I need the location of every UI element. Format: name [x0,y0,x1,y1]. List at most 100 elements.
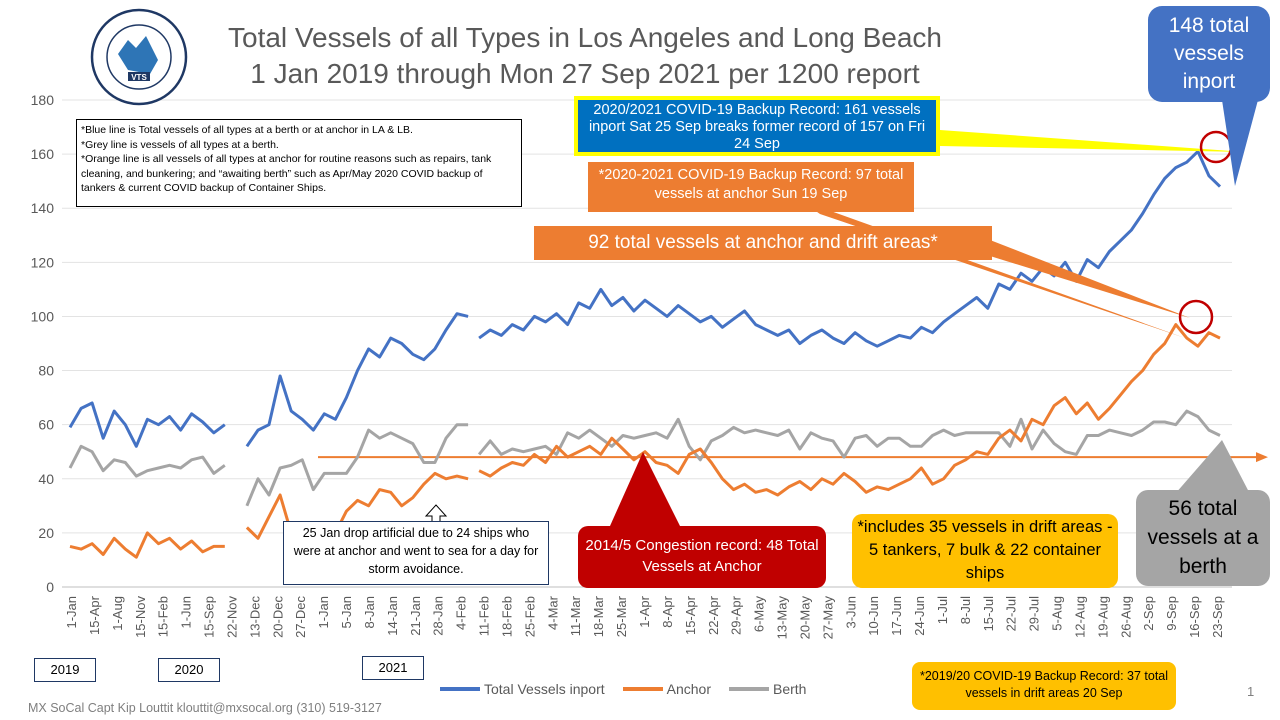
x-tick-label: 8-Jul [958,596,973,624]
inport-total-pointer [1222,100,1258,186]
drift-92-pointer [990,240,1190,318]
y-tick-label: 160 [31,146,55,162]
year-label-2019: 2019 [34,658,96,682]
x-tick-label: 21-Jan [408,596,423,636]
x-tick-label: 24-Jun [912,596,927,636]
year-label-2021: 2021 [362,656,424,680]
x-tick-label: 25-Feb [522,596,537,637]
x-tick-label: 17-Jun [889,596,904,636]
x-tick-label: 1-Jan [316,596,331,629]
drift-includes-text: *includes 35 vessels in drift areas - 5 … [857,518,1113,582]
y-tick-label: 80 [38,363,54,379]
x-tick-label: 1-Apr [637,595,652,627]
x-tick-label: 27-Dec [293,596,308,638]
x-tick-label: 28-Jan [431,596,446,636]
note-grey-line: *Grey line is vessels of all types at a … [81,138,279,151]
legend-label-total: Total Vessels inport [484,681,605,697]
x-tick-label: 3-Jun [843,596,858,629]
chart-series [68,149,1222,559]
drift-includes-callout: *includes 35 vessels in drift areas - 5 … [852,514,1118,588]
x-tick-label: 11-Feb [477,596,492,636]
jan-drop-text: 25 Jan drop artificial due to 24 ships w… [293,526,539,576]
y-tick-label: 60 [38,417,54,433]
record-161-callout: 2020/2021 COVID-19 Backup Record: 161 ve… [574,96,940,156]
x-tick-label: 4-Mar [545,595,560,630]
x-tick-label: 15-Apr [87,595,102,635]
congestion-text: 2014/5 Congestion record: 48 Total Vesse… [585,537,819,575]
x-tick-label: 15-Jul [981,596,996,632]
legend-swatch-total [440,687,480,691]
x-tick-label: 15-Sep [202,596,217,638]
x-tick-label: 25-Mar [614,595,629,637]
x-tick-label: 22-Nov [224,596,239,638]
record-161-text: 2020/2021 COVID-19 Backup Record: 161 ve… [588,102,926,152]
x-tick-label: 5-Jan [339,596,354,629]
berth-56-callout: 56 total vessels at a berth [1136,490,1270,586]
x-tick-label: 16-Sep [1187,596,1202,638]
x-tick-label: 2-Sep [1141,596,1156,631]
x-tick-label: 19-Aug [1095,596,1110,638]
x-tick-label: 6-May [752,596,767,633]
congestion-record-arrowhead [1256,452,1268,463]
x-tick-label: 12-Aug [1072,596,1087,638]
inport-total-callout: 148 total vessels inport [1148,6,1270,102]
x-tick-label: 1-Jul [935,596,950,624]
legend-label-anchor: Anchor [666,681,711,697]
total-vessels-line [478,149,1222,348]
total-vessels-line [245,312,469,448]
y-tick-label: 40 [38,471,54,487]
note-orange-line: *Orange line is all vessels of all types… [81,153,492,194]
drift-92-callout: 92 total vessels at anchor and drift are… [534,226,992,260]
berth-line [245,423,469,507]
anchor-record-circle [1178,299,1214,335]
anchor-record-callout: *2020-2021 COVID-19 Backup Record: 97 to… [588,162,914,212]
x-tick-label: 18-Feb [499,596,514,637]
x-tick-label: 26-Aug [1118,596,1133,638]
y-tick-label: 20 [38,525,54,541]
legend-swatch-anchor [622,687,663,691]
anchor-record-pointer [800,200,1185,338]
year-label-2021-text: 2021 [378,660,408,675]
berth-line [477,409,1221,462]
x-tick-label: 8-Apr [660,595,675,627]
x-tick-label: 15-Nov [133,596,148,638]
berth-total-pointer [1175,440,1250,494]
x-tick-label: 1-Jan [64,596,79,629]
x-axis-ticks: 1-Jan 15-Apr 1-Aug 15-Nov 15-Feb 1-Jun 15-Sep 2… [64,595,1225,639]
jan-drop-callout: 25 Jan drop artificial due to 24 ships w… [283,521,549,585]
year-label-2020-text: 2020 [174,662,204,677]
anchor-line [245,471,469,548]
x-tick-label: 15-Apr [683,595,698,635]
x-tick-label: 20-Dec [270,596,285,638]
x-tick-label: 27-May [820,596,835,640]
x-tick-label: 9-Sep [1164,596,1179,631]
page-number: 1 [1247,684,1255,699]
total-vessels-line [68,401,226,448]
y-tick-label: 140 [31,200,55,216]
x-tick-label: 10-Jun [866,596,881,636]
footer-contact: MX SoCal Capt Kip Louttit klouttit@mxsoc… [28,701,382,715]
congestion-callout: 2014/5 Congestion record: 48 Total Vesse… [578,526,826,588]
x-tick-label: 23-Sep [1210,596,1225,638]
x-tick-label: 5-Aug [1050,596,1065,631]
record-161-pointer [940,130,1245,152]
marine-exchange-logo: VTS [90,8,188,106]
year-label-2019-text: 2019 [50,662,80,677]
year-label-2020: 2020 [158,658,220,682]
x-tick-label: 4-Feb [454,596,469,630]
y-tick-label: 0 [46,579,54,595]
anchor-line [69,531,225,559]
legend-label-berth: Berth [772,681,807,697]
x-tick-label: 13-Dec [247,596,262,638]
x-tick-label: 14-Jan [385,596,400,636]
legend-notes-box: *Blue line is Total vessels of all types… [76,119,522,207]
x-tick-label: 8-Jan [362,596,377,629]
y-tick-label: 100 [31,308,55,324]
legend-item-anchor: Anchor [622,681,711,697]
x-tick-label: 18-Mar [591,595,606,637]
x-tick-label: 22-Apr [706,595,721,635]
x-tick-label: 29-Apr [729,595,744,635]
chart-title-line1: Total Vessels of all Types in Los Angele… [228,22,942,53]
y-axis-ticks: 0 20 40 60 80 100 120 140 160 180 [31,92,55,595]
